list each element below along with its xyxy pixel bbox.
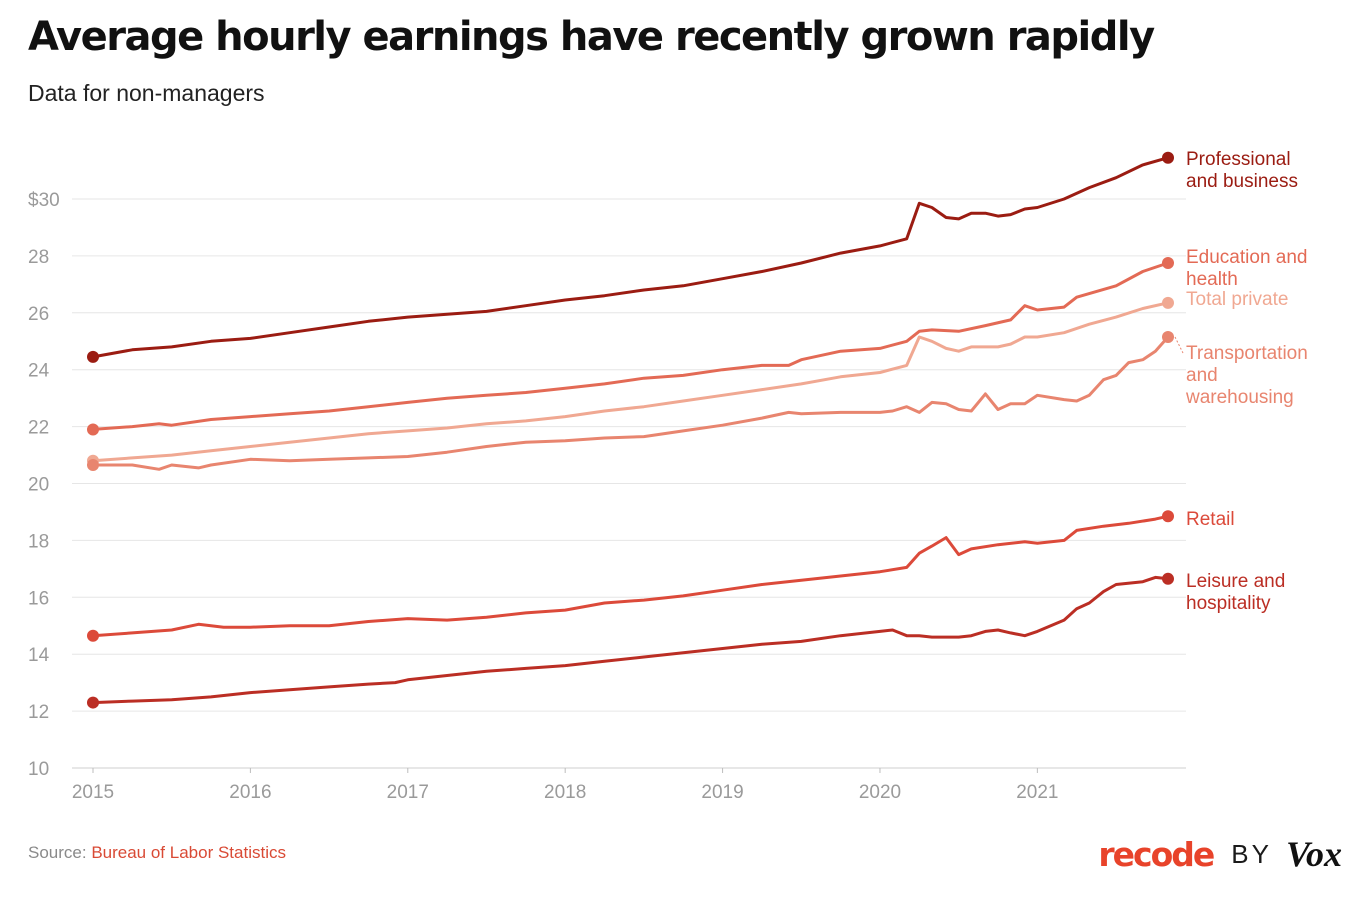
y-tick-label: 12 [28,702,49,723]
x-tick-label: 2019 [701,782,743,803]
y-tick-label: $30 [28,190,60,211]
source-link[interactable]: Bureau of Labor Statistics [91,843,286,862]
y-tick-label: 10 [28,759,49,780]
series-end-point [1162,151,1174,164]
series-line [91,575,1170,705]
series-label: Retail [1186,509,1235,530]
recode-logo: recode [1098,834,1215,874]
x-axis-ticks: 2015 2016 2017 2018 2019 2020 2021 [72,768,1059,803]
y-tick-label: 26 [28,304,49,325]
series-label: Professional and business [1186,149,1298,192]
gridlines [72,198,1186,769]
source-prefix: Source: [28,843,92,862]
label-leader [1174,336,1184,354]
series-line [91,301,1170,463]
x-tick-label: 2021 [1016,782,1058,803]
series-start-point [87,423,99,436]
y-axis-ticks: 10 12 14 16 18 20 22 24 26 28 $30 [28,190,60,780]
series-end-point [1162,510,1174,523]
y-tick-label: 20 [28,475,49,496]
series-line [91,261,1170,431]
series-end-point [1162,572,1174,585]
chart-subtitle: Data for non-managers [28,80,265,106]
series-label: Leisure and hospitality [1186,571,1285,614]
series-start-point [87,350,99,363]
series-label: Transportation and warehousing [1185,343,1308,408]
series-label: Education and health [1186,247,1308,290]
y-tick-label: 16 [28,588,49,609]
y-tick-label: 14 [28,645,50,666]
x-tick-label: 2016 [229,782,271,803]
series-end-point [1162,296,1174,309]
series-lines [87,151,1174,709]
series-line [91,335,1170,471]
series-start-point [87,696,99,709]
series-labels: Professional and business Education and hea… [1174,149,1308,614]
y-tick-label: 22 [28,418,49,439]
y-tick-label: 28 [28,247,49,268]
brand-logo[interactable]: recode BY Vox [1098,830,1342,878]
x-tick-label: 2015 [72,782,114,803]
x-tick-label: 2018 [544,782,586,803]
y-tick-label: 18 [28,531,49,552]
series-line [91,156,1170,359]
brand-by-text: BY [1231,838,1272,869]
vox-logo: Vox [1285,834,1342,874]
series-start-point [87,629,99,642]
x-tick-label: 2017 [387,782,429,803]
series-end-point [1162,330,1174,343]
source-note: Source: Bureau of Labor Statistics [28,843,286,863]
y-tick-label: 24 [28,361,50,382]
series-line [91,514,1170,638]
series-label: Total private [1186,289,1288,310]
series-end-point [1162,257,1174,270]
x-tick-label: 2020 [859,782,901,803]
chart-title: Average hourly earnings have recently gr… [28,14,1155,60]
series-start-point [87,459,99,472]
